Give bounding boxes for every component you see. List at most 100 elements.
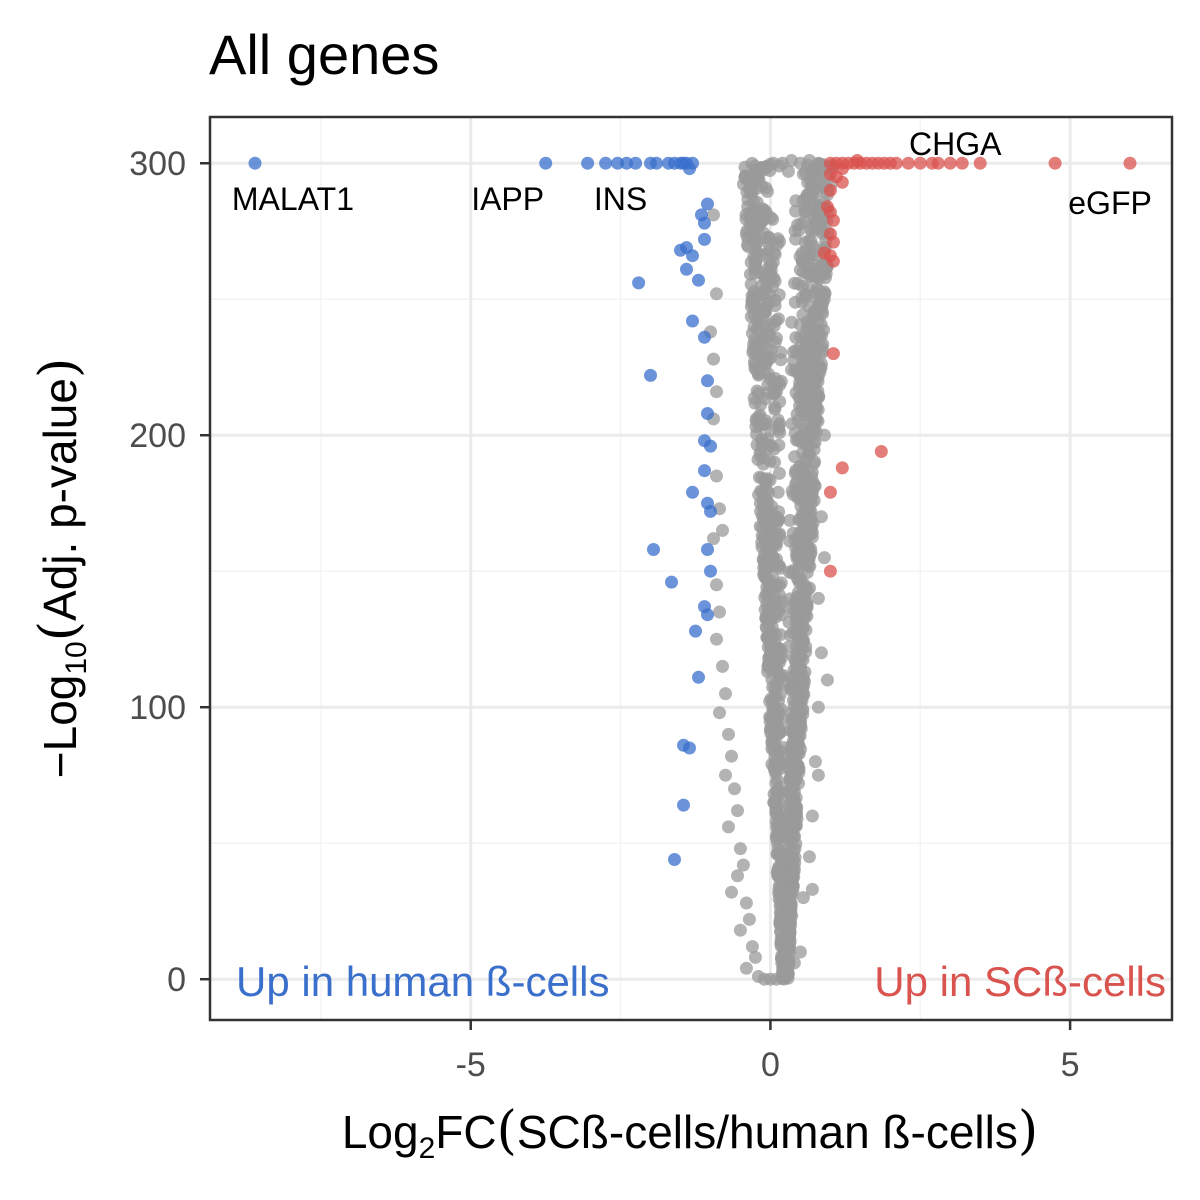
y-tick-label: 200 xyxy=(129,417,186,455)
y-axis-close-paren: ) xyxy=(29,358,89,378)
point-not-significant xyxy=(801,438,815,452)
point-up-human xyxy=(701,608,714,622)
point-not-significant xyxy=(788,856,802,870)
point-up-human xyxy=(620,156,634,170)
point-up-human xyxy=(668,853,681,866)
point-up-human xyxy=(686,249,699,263)
point-not-significant xyxy=(811,768,825,782)
point-up-sc xyxy=(913,156,927,170)
point-not-significant xyxy=(770,773,784,787)
point-not-significant xyxy=(774,939,788,953)
point-not-significant xyxy=(814,510,828,524)
point-not-significant xyxy=(733,923,747,937)
point-not-significant xyxy=(783,925,797,939)
point-not-significant xyxy=(812,327,826,341)
point-not-significant xyxy=(789,386,803,400)
point-not-significant xyxy=(773,688,787,702)
point-not-significant xyxy=(745,296,759,310)
point-not-significant xyxy=(774,345,788,359)
point-up-human xyxy=(248,156,262,170)
point-not-significant xyxy=(791,277,805,291)
point-not-significant xyxy=(707,532,720,546)
point-not-significant xyxy=(745,326,759,340)
point-up-human xyxy=(539,156,553,170)
point-not-significant xyxy=(773,905,787,919)
point-not-significant xyxy=(797,422,811,436)
point-not-significant xyxy=(764,258,778,272)
point-not-significant xyxy=(767,387,781,401)
point-up-sc xyxy=(826,254,840,268)
y-axis-title-paren: Adj. p-value xyxy=(34,378,86,621)
point-up-human xyxy=(692,273,705,287)
point-not-significant xyxy=(796,635,810,648)
x-axis-title-paren: SCß-cells/human ß-cells xyxy=(517,1106,1018,1158)
point-not-significant xyxy=(764,270,778,284)
point-up-human xyxy=(701,374,714,388)
point-not-significant xyxy=(800,557,814,571)
point-not-significant xyxy=(766,703,780,716)
point-not-significant xyxy=(808,755,822,769)
point-not-significant xyxy=(772,505,786,519)
point-up-human xyxy=(644,368,657,382)
point-not-significant xyxy=(791,650,805,664)
point-up-human xyxy=(704,564,717,578)
point-not-significant xyxy=(792,694,806,708)
point-not-significant xyxy=(787,810,800,824)
point-not-significant xyxy=(758,570,772,584)
point-not-significant xyxy=(766,558,780,572)
point-up-human xyxy=(647,543,660,556)
point-not-significant xyxy=(805,882,819,896)
point-up-sc xyxy=(850,154,864,167)
point-up-sc xyxy=(955,156,969,170)
point-not-significant xyxy=(763,329,776,343)
point-not-significant xyxy=(771,485,785,499)
point-not-significant xyxy=(798,535,812,549)
point-not-significant xyxy=(741,193,755,206)
point-not-significant xyxy=(745,940,759,954)
point-not-significant xyxy=(761,472,775,486)
point-not-significant xyxy=(716,659,729,673)
point-up-sc xyxy=(826,213,840,227)
x-tick-label: -5 xyxy=(456,1046,486,1084)
point-up-human xyxy=(701,543,714,556)
point-not-significant xyxy=(733,842,747,856)
point-up-human xyxy=(701,407,714,420)
point-not-significant xyxy=(707,208,720,222)
point-up-sc xyxy=(823,183,837,197)
point-not-significant xyxy=(765,721,779,735)
point-not-significant xyxy=(752,172,766,186)
point-not-significant xyxy=(790,758,804,772)
point-up-sc xyxy=(874,445,888,458)
point-not-significant xyxy=(725,749,738,763)
x-tick-label: 5 xyxy=(1061,1046,1080,1084)
point-not-significant xyxy=(728,782,741,796)
point-not-significant xyxy=(795,246,809,260)
point-not-significant xyxy=(772,466,786,480)
point-not-significant xyxy=(820,673,834,687)
point-not-significant xyxy=(771,862,785,876)
point-not-significant xyxy=(736,858,750,872)
point-not-significant xyxy=(753,286,767,300)
point-not-significant xyxy=(768,293,782,307)
label-up-in-sc: Up in SCß-cells xyxy=(874,958,1166,1005)
point-up-human xyxy=(629,156,643,170)
point-up-human xyxy=(698,216,711,230)
y-axis-title-prefix: −Log xyxy=(34,675,86,779)
point-up-sc xyxy=(931,156,945,170)
point-not-significant xyxy=(808,307,822,321)
point-up-sc xyxy=(901,156,915,170)
point-not-significant xyxy=(764,642,778,656)
point-not-significant xyxy=(750,438,764,452)
point-not-significant xyxy=(754,413,767,427)
point-not-significant xyxy=(790,731,804,744)
point-not-significant xyxy=(716,523,729,537)
point-not-significant xyxy=(758,317,772,331)
point-not-significant xyxy=(796,891,810,905)
point-up-human xyxy=(632,276,646,290)
panel-border xyxy=(208,115,1174,1022)
point-up-human xyxy=(674,243,687,257)
point-not-significant xyxy=(710,385,723,399)
point-not-significant xyxy=(811,591,825,605)
point-up-sc xyxy=(835,175,849,189)
point-not-significant xyxy=(770,664,784,678)
